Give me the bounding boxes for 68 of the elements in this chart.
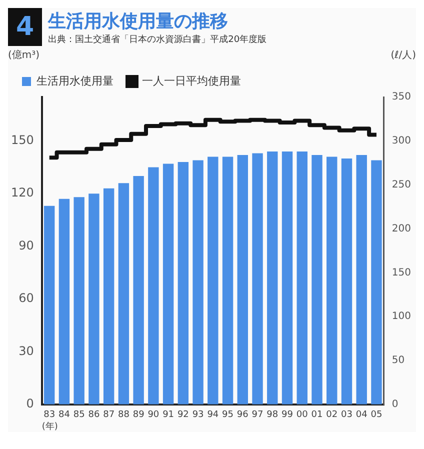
bar	[312, 154, 322, 404]
x-tick-label: 83	[44, 410, 56, 420]
x-tick-label: 03	[341, 410, 352, 420]
text: 4	[8, 8, 42, 46]
bar	[192, 160, 204, 404]
bar	[208, 156, 218, 404]
x-tick-label: 86	[88, 410, 100, 420]
legend-label: 一人一日平均使用量	[142, 74, 241, 88]
x-tick-label: 00	[296, 410, 308, 420]
legend-label: 生活用水使用量	[36, 74, 114, 88]
y2-tick-label: 0	[392, 398, 398, 410]
bar	[326, 156, 338, 404]
x-tick-label: 96	[236, 410, 249, 420]
x-tick-label: 04	[356, 410, 368, 420]
bar	[133, 176, 144, 404]
bar	[267, 151, 278, 404]
bar	[74, 197, 84, 404]
y2-axis-title: (ℓ/人)	[390, 49, 416, 62]
chart-subtitle: 出典：国土交通省「日本の水資源白書」平成20年度版	[48, 34, 267, 46]
x-tick-label: 85	[73, 410, 85, 420]
bar	[371, 160, 382, 404]
bar	[237, 154, 248, 404]
bar	[356, 154, 367, 404]
x-tick-label: 89	[132, 410, 145, 420]
x-tick-label: 98	[266, 410, 278, 420]
y2-tick-label: 250	[392, 179, 412, 190]
y2-tick-label: 50	[392, 355, 405, 366]
bar	[222, 156, 234, 404]
x-axis-title: (年)	[42, 420, 58, 432]
x-tick-label: 87	[103, 410, 115, 420]
x-tick-label: 84	[58, 410, 70, 420]
bar	[341, 158, 352, 404]
y-tick-label: 120	[11, 186, 34, 200]
x-tick-label: 02	[326, 410, 338, 420]
x-tick-label: 90	[148, 410, 160, 420]
x-tick-label: 93	[192, 410, 204, 420]
y-tick-label: 90	[18, 238, 34, 252]
y-tick-label: 30	[18, 344, 34, 358]
x-tick-label: 91	[162, 410, 174, 420]
y2-tick-label: 200	[392, 223, 412, 234]
bar	[103, 188, 114, 404]
y-tick-label: 0	[26, 396, 34, 411]
y2-tick-label: 300	[392, 136, 412, 147]
x-tick-label: 99	[282, 410, 294, 420]
bar	[58, 198, 70, 404]
x-tick-label: 88	[118, 410, 130, 420]
x-tick-label: 97	[252, 410, 264, 420]
bar	[178, 162, 189, 404]
y2-tick-label: 350	[392, 92, 412, 103]
bar	[148, 167, 159, 404]
y2-tick-label: 150	[392, 267, 412, 278]
x-tick-label: 92	[177, 410, 189, 420]
chart-title: 生活用水使用量の推移	[48, 10, 230, 32]
bar	[88, 194, 100, 404]
y-tick-label: 150	[11, 133, 34, 148]
bar	[162, 164, 174, 404]
y2-tick-label: 100	[392, 311, 412, 322]
x-tick-label: 94	[207, 410, 219, 420]
x-tick-label: 95	[222, 410, 234, 420]
x-tick-label: 05	[370, 410, 382, 420]
bar	[118, 183, 130, 404]
bar	[44, 206, 55, 404]
bar	[282, 151, 293, 404]
x-tick-label: 01	[311, 410, 323, 420]
y-axis-title: (億m³)	[8, 48, 40, 62]
bar	[296, 151, 308, 404]
y-tick-label: 60	[18, 291, 34, 306]
bar	[252, 153, 263, 404]
